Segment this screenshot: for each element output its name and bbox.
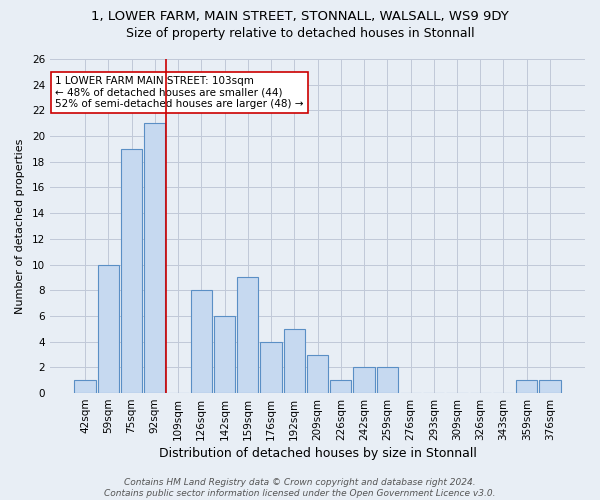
Bar bbox=[214, 316, 235, 393]
Bar bbox=[516, 380, 538, 393]
Bar bbox=[98, 264, 119, 393]
Text: 1 LOWER FARM MAIN STREET: 103sqm
← 48% of detached houses are smaller (44)
52% o: 1 LOWER FARM MAIN STREET: 103sqm ← 48% o… bbox=[55, 76, 304, 109]
Text: Size of property relative to detached houses in Stonnall: Size of property relative to detached ho… bbox=[125, 28, 475, 40]
Bar bbox=[353, 368, 375, 393]
Bar bbox=[307, 354, 328, 393]
Bar bbox=[539, 380, 560, 393]
Bar bbox=[74, 380, 96, 393]
Bar bbox=[260, 342, 282, 393]
Bar bbox=[144, 123, 166, 393]
Bar bbox=[121, 149, 142, 393]
Bar bbox=[237, 278, 259, 393]
Bar bbox=[284, 329, 305, 393]
Text: 1, LOWER FARM, MAIN STREET, STONNALL, WALSALL, WS9 9DY: 1, LOWER FARM, MAIN STREET, STONNALL, WA… bbox=[91, 10, 509, 23]
Bar bbox=[377, 368, 398, 393]
Text: Contains HM Land Registry data © Crown copyright and database right 2024.
Contai: Contains HM Land Registry data © Crown c… bbox=[104, 478, 496, 498]
X-axis label: Distribution of detached houses by size in Stonnall: Distribution of detached houses by size … bbox=[158, 447, 476, 460]
Bar bbox=[330, 380, 352, 393]
Bar bbox=[191, 290, 212, 393]
Y-axis label: Number of detached properties: Number of detached properties bbox=[15, 138, 25, 314]
